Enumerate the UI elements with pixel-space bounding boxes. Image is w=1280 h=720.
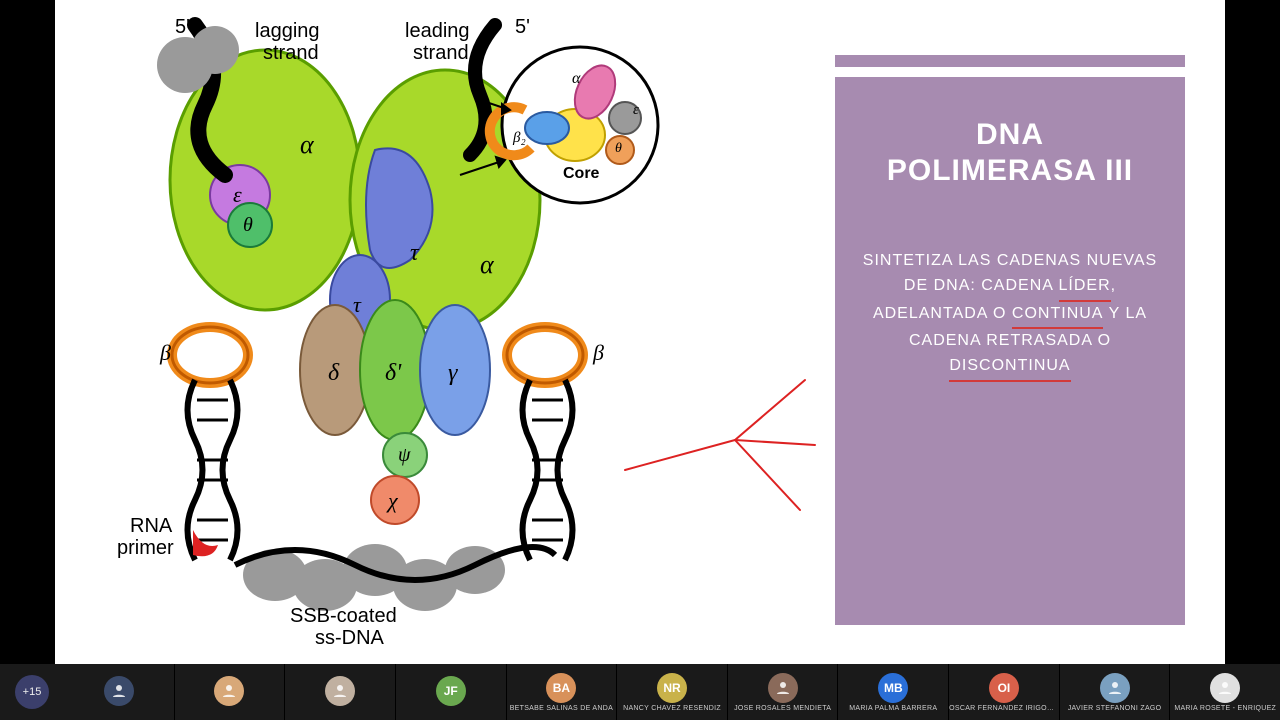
participant-avatar: NR — [657, 673, 687, 703]
participant-avatar — [104, 676, 134, 706]
participant-name: MARIA ROSETE - ENRIQUEZ — [1174, 705, 1276, 712]
participant-name: JOSE ROSALES MENDIETA — [734, 705, 831, 712]
label-ssb1: SSB-coated — [290, 605, 397, 628]
participant-tile[interactable]: JOSE ROSALES MENDIETA — [728, 664, 839, 720]
participant-tile[interactable] — [64, 664, 175, 720]
participant-name: OSCAR FERNANDEZ IRIGOYEN — [949, 705, 1059, 712]
panel-text-u2: CONTINUA — [1012, 302, 1104, 330]
label-chi: χ — [388, 488, 398, 514]
participants-bar: +15 JF BA BETSABE SALINAS DE ANDA NR NANCY C… — [0, 664, 1280, 720]
shared-slide: 5' 5' lagging strand leading strand α α … — [55, 0, 1225, 664]
label-leading: leading — [405, 20, 470, 43]
label-tau1: τ — [410, 240, 419, 267]
info-panel: DNA POLIMERASA III SINTETIZA LAS CADENAS… — [835, 55, 1185, 625]
participant-avatar — [1210, 673, 1240, 703]
participant-name: BETSABE SALINAS DE ANDA — [510, 705, 613, 712]
label-beta-l: β — [160, 340, 171, 366]
participant-avatar: BA — [546, 673, 576, 703]
inset-beta2: β₂ — [513, 130, 526, 147]
label-5prime-left: 5' — [175, 16, 190, 39]
label-core: Core — [563, 165, 599, 183]
label-eps: ε — [233, 182, 242, 208]
label-lagging: lagging — [255, 20, 320, 43]
label-psi: ψ — [398, 444, 410, 467]
participant-name: MARIA PALMA BARRERA — [849, 705, 937, 712]
label-ssb2: ss-DNA — [315, 627, 384, 650]
label-strand1: strand — [263, 42, 319, 65]
participant-name: NANCY CHAVEZ RESENDIZ — [623, 705, 721, 712]
panel-text: SINTETIZA LAS CADENAS NUEVAS DE DNA: CAD… — [861, 249, 1159, 382]
label-strand2: strand — [413, 42, 469, 65]
participant-tile[interactable]: MARIA ROSETE - ENRIQUEZ — [1170, 664, 1280, 720]
participant-tile[interactable]: MB MARIA PALMA BARRERA — [838, 664, 949, 720]
participant-tile[interactable]: NR NANCY CHAVEZ RESENDIZ — [617, 664, 728, 720]
label-deltap: δ' — [385, 360, 401, 387]
participant-name: JAVIER STEFANONI ZAGO — [1068, 705, 1162, 712]
label-alpha2: α — [480, 250, 494, 280]
label-primer: primer — [117, 537, 174, 560]
participant-avatar: JF — [436, 676, 466, 706]
label-tau2: τ — [353, 292, 361, 318]
participant-tile[interactable]: JAVIER STEFANONI ZAGO — [1060, 664, 1171, 720]
panel-text-u3: DISCONTINUA — [949, 354, 1070, 382]
participant-avatar — [1100, 673, 1130, 703]
participants-overflow-count: +15 — [15, 675, 49, 709]
info-panel-accent — [835, 55, 1185, 67]
label-rna: RNA — [130, 515, 172, 538]
label-alpha1: α — [300, 130, 314, 160]
label-beta-r: β — [593, 340, 604, 366]
participant-tile[interactable] — [285, 664, 396, 720]
participant-avatar — [768, 673, 798, 703]
panel-title: DNA POLIMERASA III — [861, 117, 1159, 189]
participant-tile[interactable]: OI OSCAR FERNANDEZ IRIGOYEN — [949, 664, 1060, 720]
participant-tile[interactable]: BA BETSABE SALINAS DE ANDA — [507, 664, 618, 720]
label-gamma: γ — [448, 360, 457, 387]
inset-eps: ε — [633, 102, 639, 119]
inset-theta: θ — [615, 141, 622, 157]
info-panel-body: DNA POLIMERASA III SINTETIZA LAS CADENAS… — [835, 77, 1185, 625]
inset-alpha: α — [572, 70, 580, 88]
panel-title-l2: POLIMERASA III — [887, 154, 1133, 187]
panel-title-l1: DNA — [976, 118, 1044, 151]
dna-polymerase-diagram: 5' 5' lagging strand leading strand α α … — [75, 10, 695, 650]
label-theta: θ — [243, 214, 253, 237]
participants-overflow[interactable]: +15 — [0, 664, 64, 720]
label-5prime-right: 5' — [515, 16, 530, 39]
panel-text-u1: LÍDER — [1059, 274, 1111, 302]
participant-avatar — [214, 676, 244, 706]
participant-tile[interactable]: JF — [396, 664, 507, 720]
participant-tile[interactable] — [175, 664, 286, 720]
label-delta: δ — [328, 360, 339, 387]
slide-content: 5' 5' lagging strand leading strand α α … — [55, 0, 1225, 664]
participant-avatar: MB — [878, 673, 908, 703]
participant-avatar — [325, 676, 355, 706]
participant-avatar: OI — [989, 673, 1019, 703]
